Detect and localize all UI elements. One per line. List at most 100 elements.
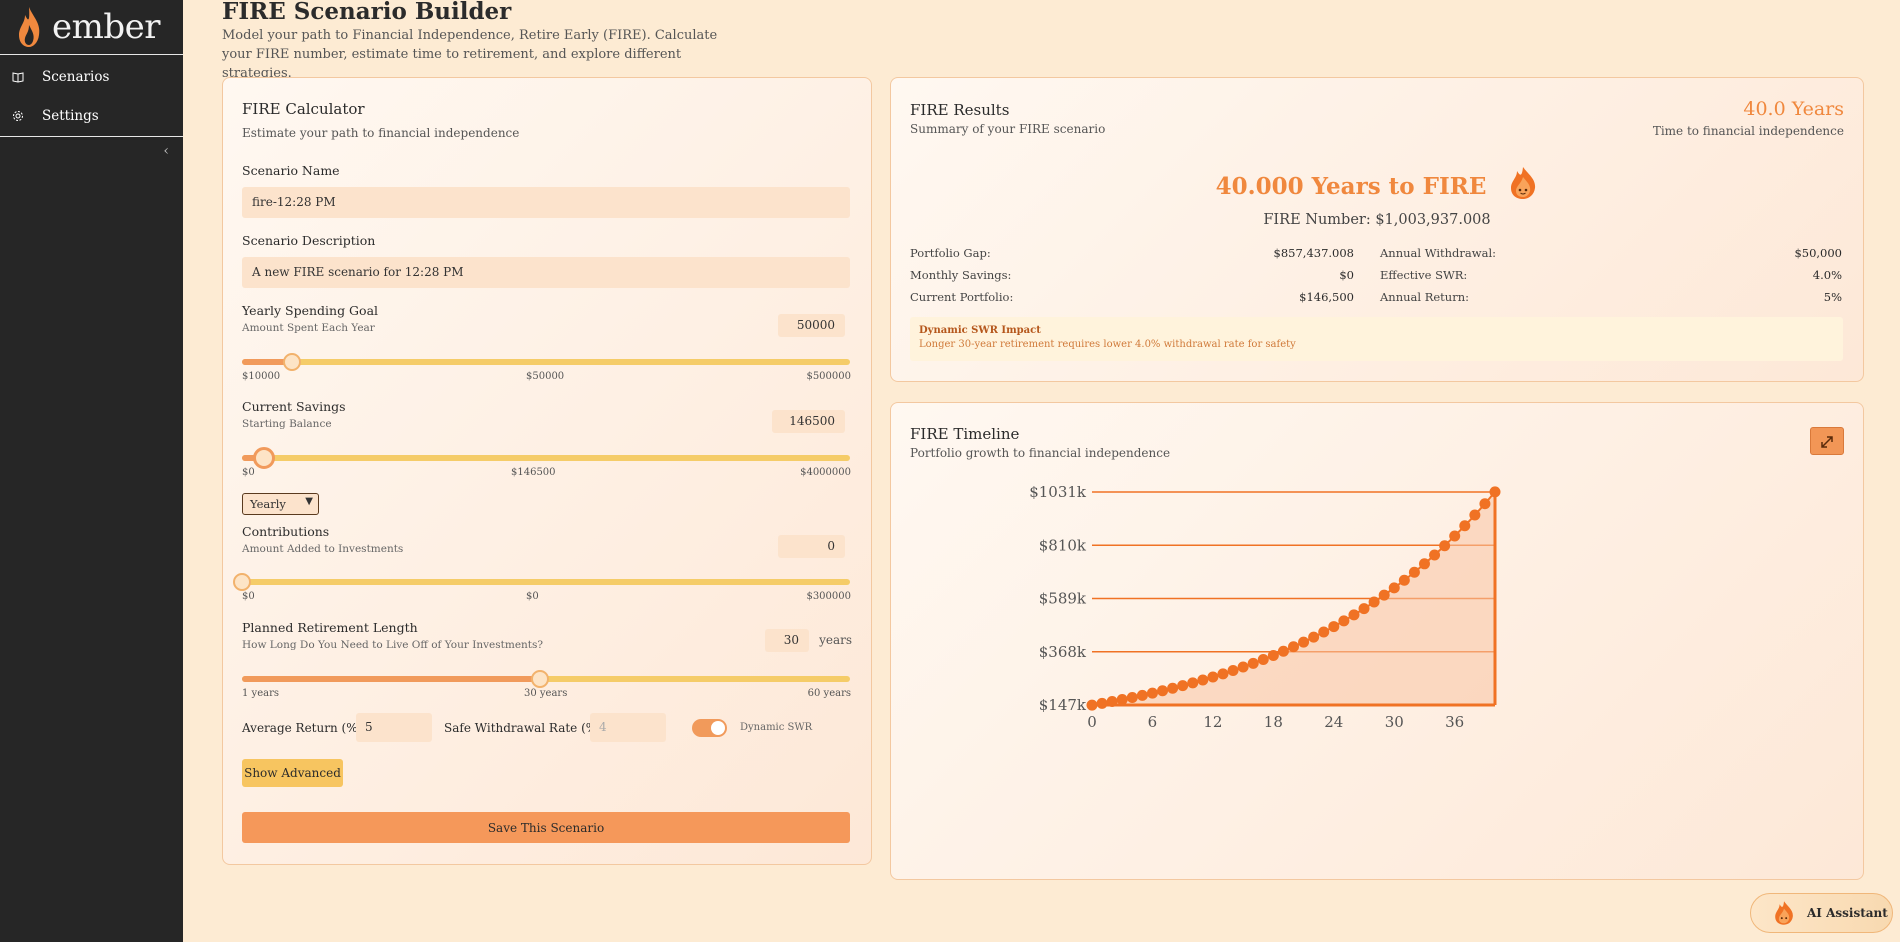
data-point [1227,665,1239,677]
x-tick-label: 24 [1324,713,1343,731]
data-point [1418,558,1430,570]
spending-goal-label: Yearly Spending Goal [242,303,379,318]
y-tick-label: $1031k [1029,483,1087,501]
data-point [1146,687,1158,699]
sidebar-item-settings[interactable]: Settings [0,96,183,135]
app-name: ember [52,7,161,47]
data-point [1348,609,1360,621]
dynamic-swr-impact: Dynamic SWR Impact Longer 30-year retire… [910,317,1843,361]
fire-emoji-icon [1511,167,1536,199]
current-savings-slider[interactable] [242,447,850,469]
current-savings-sublabel: Starting Balance [242,418,332,430]
fire-results-card: FIRE Results Summary of your FIRE scenar… [890,77,1864,382]
fire-headline: 40.000 Years to FIRE [891,166,1863,200]
main-content: FIRE Scenario Builder Model your path to… [183,0,1900,942]
timeline-subtitle: Portfolio growth to financial independen… [910,446,1171,460]
y-tick-label: $810k [1039,536,1087,554]
scenario-name-label: Scenario Name [242,163,340,178]
average-return-input[interactable]: 5 [356,713,432,742]
slider-thumb[interactable] [253,447,276,469]
chevron-left-icon[interactable]: ‹ [163,143,169,159]
page-subtitle: Model your path to Financial Independenc… [222,28,718,81]
swr-input[interactable]: 4 [590,713,666,742]
data-point [1429,549,1441,561]
results-subtitle: Summary of your FIRE scenario [910,122,1106,136]
data-point [1288,641,1299,653]
expand-chart-button[interactable] [1810,427,1844,455]
swr-impact-text: Longer 30-year retirement requires lower… [919,339,1296,350]
data-point [1469,509,1481,521]
tick-max: $4000000 [800,467,851,478]
data-point [1086,699,1098,711]
data-point [1368,596,1380,608]
slider-thumb[interactable] [282,353,301,371]
sidebar-item-label: Scenarios [42,68,110,85]
contributions-input[interactable]: 0 [778,535,845,558]
contribution-frequency-select[interactable]: Yearly ▼ [242,493,319,515]
book-icon [12,71,24,83]
tick-mid: $50000 [526,371,565,382]
data-point [1157,685,1169,697]
spending-goal-slider[interactable] [242,353,850,371]
contributions-slider[interactable] [233,573,850,591]
spending-goal-sublabel: Amount Spent Each Year [242,322,375,334]
tick-min: $0 [242,467,255,478]
data-point [1338,615,1350,627]
data-point [1298,636,1310,648]
sidebar-item-scenarios[interactable]: Scenarios [0,57,183,96]
data-point [1116,694,1128,706]
dynamic-swr-toggle[interactable] [692,719,727,737]
data-point [1096,697,1108,709]
stat-label-effective-swr: Effective SWR: [1380,268,1468,282]
x-tick-label: 30 [1385,713,1404,731]
data-point [1489,486,1501,498]
scenario-description-input[interactable]: A new FIRE scenario for 12:28 PM [242,257,850,288]
x-tick-label: 12 [1203,713,1222,731]
slider-fill [242,359,292,365]
app-logo[interactable]: ember [0,0,183,55]
years-to-fire: 40.0 Years [1743,98,1844,120]
show-advanced-button[interactable]: Show Advanced [242,759,343,787]
data-point [1479,498,1491,510]
save-scenario-button[interactable]: Save This Scenario [242,812,850,843]
chevron-down-icon: ▼ [305,496,313,507]
scenario-name-input[interactable]: fire-12:28 PM [242,187,850,218]
data-point [1247,657,1259,669]
fire-number: FIRE Number: $1,003,937.008 [1263,212,1491,228]
fire-headline-text: 40.000 Years to FIRE [1215,173,1487,200]
spending-goal-input[interactable]: 50000 [778,314,845,337]
tick-max: 60 years [807,688,851,699]
x-tick-label: 18 [1264,713,1283,731]
stat-value-effective-swr: 4.0% [1812,268,1842,282]
select-value: Yearly [250,497,286,511]
results-title: FIRE Results [910,101,1010,119]
retirement-length-slider[interactable] [242,670,850,688]
retirement-length-sublabel: How Long Do You Need to Live Off of Your… [242,639,544,651]
data-point [1177,680,1189,692]
slider-thumb[interactable] [530,670,549,688]
stat-value-annual-withdrawal: $50,000 [1794,246,1842,260]
gear-icon [13,110,23,121]
sidebar-item-label: Settings [42,107,99,124]
tick-min: 1 years [242,688,279,699]
scenario-description-label: Scenario Description [242,233,376,248]
data-point [1106,696,1118,708]
stat-value-monthly-savings: $0 [1339,268,1354,282]
tick-max: $500000 [806,371,851,382]
stat-label-current-portfolio: Current Portfolio: [910,290,1014,304]
retirement-length-input[interactable]: 30 [765,629,809,652]
tick-mid: 30 years [524,688,568,699]
data-point [1358,603,1370,615]
fire-calculator-card: FIRE Calculator Estimate your path to fi… [222,77,872,865]
tick-min: $10000 [242,371,281,382]
data-point [1126,692,1138,704]
ai-assistant-button[interactable]: AI Assistant [1750,893,1893,933]
data-point [1449,530,1461,542]
y-tick-label: $589k [1039,590,1087,608]
stat-label-monthly-savings: Monthly Savings: [910,268,1012,282]
stat-label-annual-return: Annual Return: [1380,290,1469,304]
current-savings-input[interactable]: 146500 [772,410,845,433]
slider-thumb[interactable] [233,573,251,591]
current-savings-label: Current Savings [242,399,346,414]
slider-fill [242,455,265,461]
